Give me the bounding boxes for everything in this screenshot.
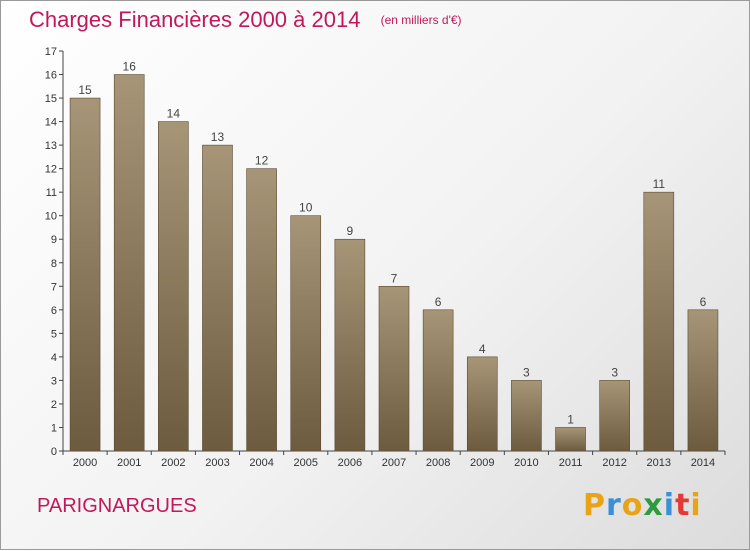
y-tick-label: 4 bbox=[51, 352, 57, 364]
commune-name: PARIGNARGUES bbox=[37, 495, 197, 517]
y-tick-label: 14 bbox=[45, 117, 57, 129]
bar bbox=[466, 356, 498, 452]
x-tick-label: 2014 bbox=[691, 457, 715, 469]
y-tick-label: 17 bbox=[45, 46, 57, 58]
y-tick-label: 5 bbox=[51, 328, 57, 340]
logo-letter: i bbox=[690, 488, 702, 523]
y-tick-label: 7 bbox=[51, 281, 57, 293]
data-label: 11 bbox=[653, 177, 666, 191]
data-label: 6 bbox=[435, 295, 442, 309]
y-tick-label: 12 bbox=[45, 164, 57, 176]
chart-labels: 2000152001162002142003132004122005102006… bbox=[73, 60, 715, 469]
x-tick-label: 2002 bbox=[161, 457, 185, 469]
chart-title-text: Charges Financières 2000 à 2014 bbox=[29, 7, 361, 32]
y-tick-label: 2 bbox=[51, 399, 57, 411]
chart-bars bbox=[69, 74, 719, 452]
bar bbox=[511, 380, 542, 452]
bar bbox=[555, 427, 586, 452]
data-label: 15 bbox=[78, 83, 92, 97]
y-tick-label: 1 bbox=[51, 422, 57, 434]
y-tick-label: 6 bbox=[51, 305, 57, 317]
y-tick-label: 10 bbox=[45, 211, 57, 223]
x-tick-label: 2009 bbox=[470, 457, 494, 469]
data-label: 6 bbox=[700, 295, 707, 309]
logo-letter: o bbox=[621, 488, 644, 523]
logo-letter: t bbox=[675, 488, 691, 523]
data-label: 14 bbox=[167, 107, 181, 121]
y-tick-label: 13 bbox=[45, 140, 57, 152]
y-tick-label: 3 bbox=[51, 375, 57, 387]
y-tick-label: 8 bbox=[51, 258, 57, 270]
y-tick-label: 11 bbox=[46, 187, 57, 199]
bar bbox=[378, 285, 410, 452]
y-tick-label: 9 bbox=[51, 234, 57, 246]
x-tick-label: 2004 bbox=[249, 457, 273, 469]
data-label: 7 bbox=[391, 271, 398, 285]
x-tick-label: 2010 bbox=[514, 457, 538, 469]
data-label: 9 bbox=[347, 224, 354, 238]
logo-letter: r bbox=[606, 488, 622, 523]
bar bbox=[687, 309, 719, 452]
bar bbox=[246, 168, 277, 452]
bar bbox=[643, 191, 675, 452]
data-label: 3 bbox=[523, 365, 530, 379]
data-label: 13 bbox=[211, 130, 225, 144]
x-tick-label: 2000 bbox=[73, 457, 97, 469]
x-tick-label: 2003 bbox=[205, 457, 229, 469]
bar bbox=[290, 215, 322, 452]
bar bbox=[69, 97, 101, 452]
x-tick-label: 2011 bbox=[559, 457, 583, 469]
data-label: 12 bbox=[255, 154, 269, 168]
data-label: 10 bbox=[299, 201, 313, 215]
bar bbox=[113, 74, 145, 452]
x-tick-label: 2001 bbox=[117, 457, 141, 469]
x-tick-label: 2008 bbox=[426, 457, 450, 469]
logo-letter: i bbox=[663, 488, 676, 523]
y-tick-label: 16 bbox=[45, 70, 57, 82]
bar bbox=[202, 144, 233, 452]
chart-unit: (en milliers d'€) bbox=[380, 13, 462, 27]
bar bbox=[158, 121, 189, 452]
bar bbox=[422, 309, 454, 452]
y-tick-label: 0 bbox=[51, 446, 57, 458]
logo-letter: x bbox=[643, 488, 664, 523]
x-tick-label: 2006 bbox=[338, 457, 362, 469]
x-tick-label: 2007 bbox=[382, 457, 406, 469]
data-label: 1 bbox=[567, 412, 574, 426]
x-tick-label: 2013 bbox=[647, 457, 671, 469]
data-label: 4 bbox=[479, 342, 486, 356]
bar bbox=[599, 380, 630, 452]
proxiti-logo[interactable]: Proxiti bbox=[583, 488, 702, 523]
bar bbox=[334, 238, 366, 452]
x-tick-label: 2012 bbox=[602, 457, 626, 469]
y-tick-label: 15 bbox=[45, 93, 57, 105]
chart-title: Charges Financières 2000 à 2014 (en mill… bbox=[29, 7, 462, 33]
data-label: 3 bbox=[611, 365, 618, 379]
logo-letter: P bbox=[583, 488, 606, 523]
x-tick-label: 2005 bbox=[293, 457, 317, 469]
data-label: 16 bbox=[123, 60, 137, 74]
